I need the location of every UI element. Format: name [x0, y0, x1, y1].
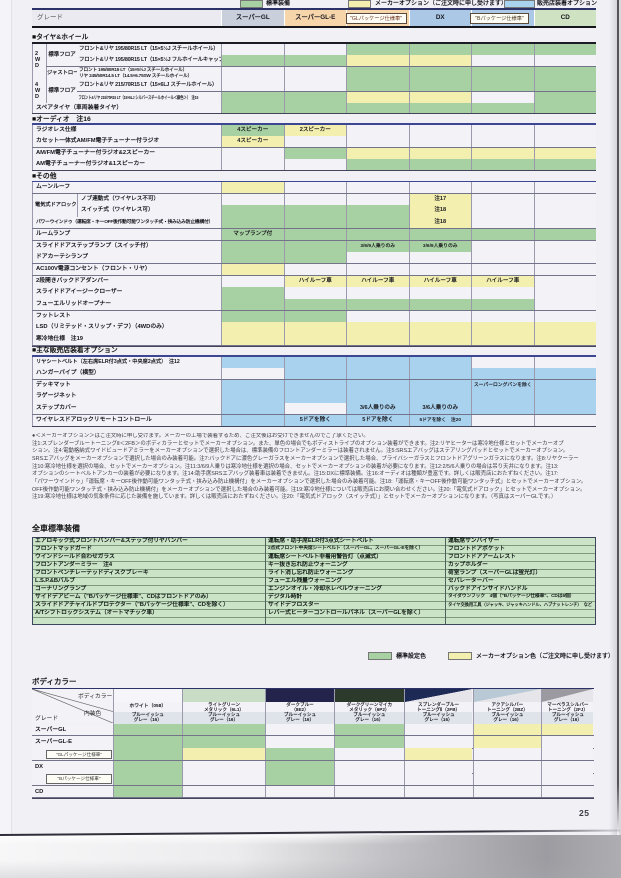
- svg-text:ボディカラー: ボディカラー: [78, 692, 113, 700]
- svg-text:グレード: グレード: [35, 714, 58, 722]
- svg-text:内装色: 内装色: [84, 709, 102, 717]
